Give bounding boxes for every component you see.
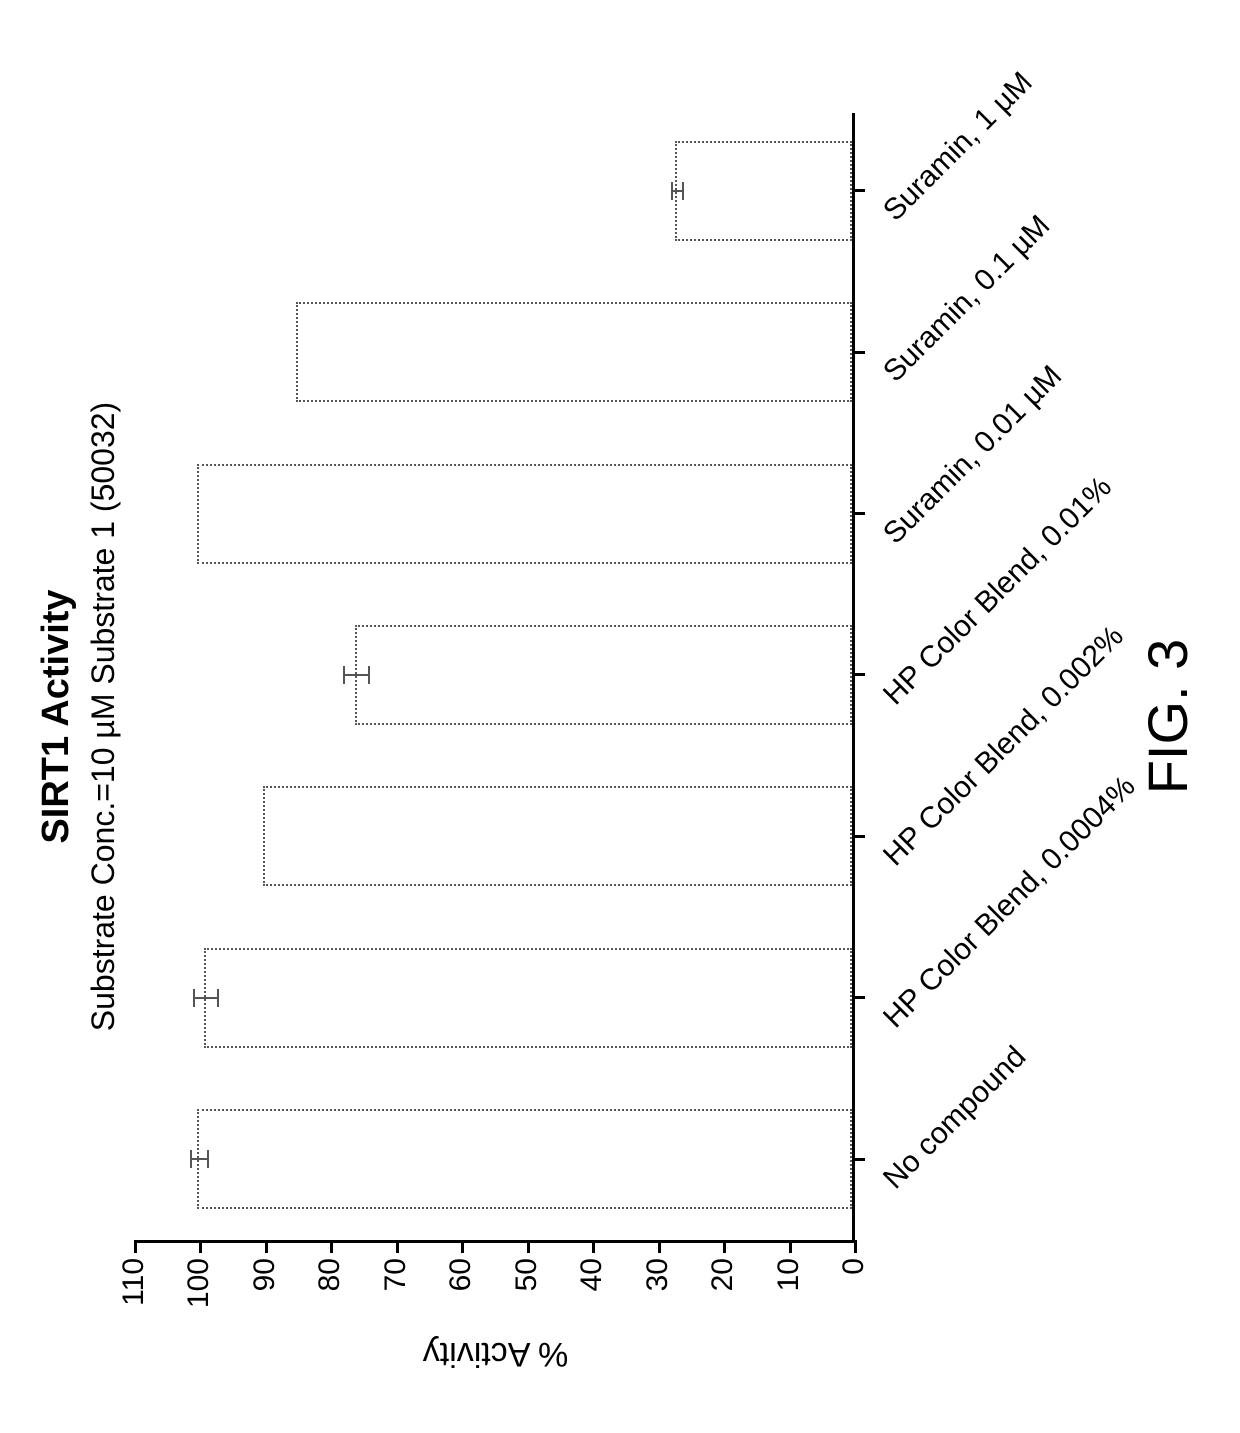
error-bar bbox=[343, 674, 369, 676]
bar bbox=[675, 141, 852, 241]
x-tick-mark bbox=[852, 674, 865, 677]
y-tick-mark bbox=[658, 1240, 661, 1253]
y-tick-label: 70 bbox=[379, 1258, 413, 1291]
y-tick-label: 100 bbox=[182, 1258, 216, 1308]
error-bar bbox=[671, 190, 684, 192]
y-tick-mark bbox=[527, 1240, 530, 1253]
figure-caption: FIG. 3 bbox=[1135, 0, 1200, 1433]
x-tick-label: No compound bbox=[877, 1040, 1033, 1196]
bar bbox=[197, 464, 852, 564]
y-tick-label: 50 bbox=[510, 1258, 544, 1291]
y-tick-mark bbox=[134, 1240, 137, 1253]
canvas: SIRT1 Activity Substrate Conc.=10 µM Sub… bbox=[0, 0, 1240, 1433]
x-tick-mark bbox=[852, 1158, 865, 1161]
y-tick-label: 90 bbox=[248, 1258, 282, 1291]
x-tick-label: Suramin, 0.1 µM bbox=[877, 209, 1057, 389]
x-tick-mark bbox=[852, 835, 865, 838]
error-bar bbox=[190, 1158, 210, 1160]
y-tick-mark bbox=[330, 1240, 333, 1253]
bar bbox=[197, 1109, 852, 1209]
bar bbox=[355, 625, 852, 725]
x-tick-mark bbox=[852, 996, 865, 999]
y-tick-label: 110 bbox=[117, 1258, 151, 1306]
x-tick-mark bbox=[852, 189, 865, 192]
y-tick-label: 40 bbox=[575, 1258, 609, 1291]
chart: SIRT1 Activity Substrate Conc.=10 µM Sub… bbox=[0, 0, 1240, 1433]
y-tick-mark bbox=[396, 1240, 399, 1253]
y-tick-label: 10 bbox=[772, 1258, 806, 1291]
y-tick-mark bbox=[789, 1240, 792, 1253]
y-tick-mark bbox=[265, 1240, 268, 1253]
y-tick-label: 60 bbox=[444, 1258, 478, 1291]
y-tick-label: 0 bbox=[837, 1258, 871, 1275]
y-tick-label: 20 bbox=[706, 1258, 740, 1291]
y-tick-mark bbox=[723, 1240, 726, 1253]
x-tick-label: Suramin, 1 µM bbox=[877, 65, 1039, 227]
chart-title: SIRT1 Activity bbox=[35, 0, 78, 1433]
x-tick-label: Suramin, 0.01 µM bbox=[877, 359, 1069, 551]
x-tick-mark bbox=[852, 512, 865, 515]
chart-subtitle: Substrate Conc.=10 µM Substrate 1 (50032… bbox=[85, 0, 122, 1433]
plot-area: 0102030405060708090100110 bbox=[135, 113, 855, 1243]
y-tick-label: 80 bbox=[313, 1258, 347, 1291]
x-tick-mark bbox=[852, 351, 865, 354]
error-bar bbox=[193, 997, 219, 999]
y-tick-mark bbox=[199, 1240, 202, 1253]
y-axis-label: % Activity bbox=[135, 1333, 855, 1373]
y-axis-label-text: % Activity bbox=[422, 1333, 567, 1372]
bar bbox=[296, 302, 852, 402]
y-tick-mark bbox=[854, 1240, 857, 1253]
bars-group bbox=[135, 113, 852, 1240]
bar bbox=[263, 786, 852, 886]
y-tick-mark bbox=[592, 1240, 595, 1253]
y-tick-mark bbox=[461, 1240, 464, 1253]
y-tick-label: 30 bbox=[641, 1258, 675, 1291]
bar bbox=[204, 948, 852, 1048]
